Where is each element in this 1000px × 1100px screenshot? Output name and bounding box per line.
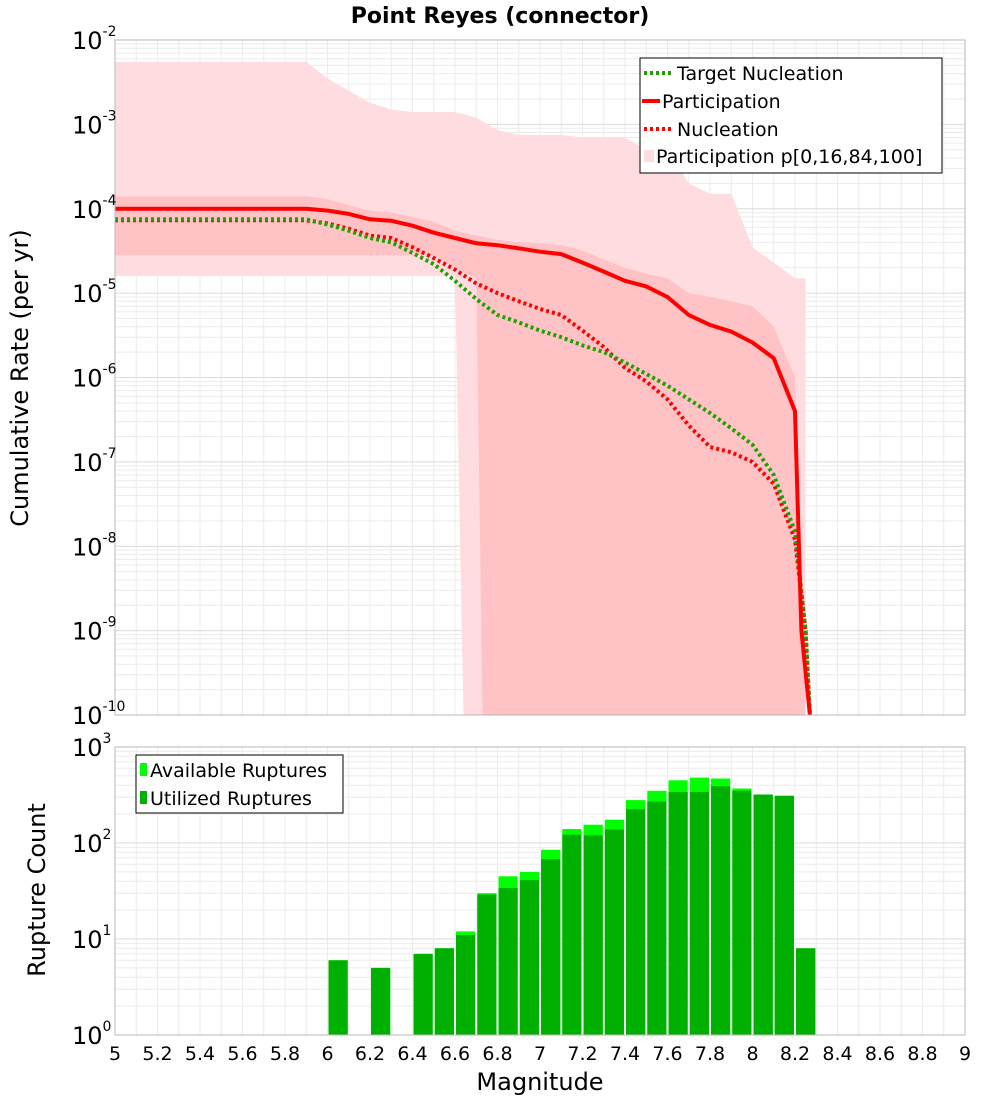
utilized-bar [668, 792, 688, 1035]
top-y-tick-label: 10-5 [72, 277, 117, 308]
top-y-tick-label: 10-4 [72, 193, 117, 224]
top-y-tick-label: 10-9 [72, 615, 117, 646]
top-y-tick-label: 10-3 [72, 108, 117, 139]
x-tick-label: 5.8 [270, 1043, 300, 1065]
x-tick-label: 7.4 [610, 1043, 640, 1065]
utilized-bar [732, 790, 752, 1035]
utilized-bar [753, 794, 773, 1035]
x-tick-label: 6.6 [440, 1043, 470, 1065]
utilized-bar [604, 829, 624, 1035]
x-tick-label: 8 [746, 1043, 758, 1065]
x-tick-label: 9 [959, 1043, 971, 1065]
top-legend: Target Nucleation Participation Nucleati… [639, 57, 943, 174]
utilized-bar [434, 948, 454, 1035]
x-tick-label: 6.2 [355, 1043, 385, 1065]
rupture-count-panel: 103 102 101 100 5 5.2 5.4 5.6 5.8 6 6.2 6.4 6.6 6.8 7… [23, 731, 971, 1096]
top-y-tick-label: 10-6 [72, 362, 117, 393]
participation-line [115, 206, 812, 716]
bottom-y-tick-label: 102 [72, 827, 111, 858]
utilized-bar [647, 801, 667, 1035]
bottom-y-tick-label: 100 [72, 1019, 111, 1050]
utilized-bar [562, 834, 582, 1035]
x-tick-label: 8.2 [780, 1043, 810, 1065]
utilized-bar [774, 795, 794, 1035]
utilized-bar [328, 960, 348, 1035]
target-nucleation-line [115, 217, 812, 716]
bottom-legend: Available Ruptures Utilized Ruptures [135, 754, 344, 814]
chart-title: Point Reyes (connector) [351, 4, 650, 29]
utilized-bar [711, 786, 731, 1035]
bottom-y-axis-label: Rupture Count [23, 803, 51, 977]
top-y-axis-label: Cumulative Rate (per yr) [6, 229, 34, 527]
utilized-bar [541, 859, 561, 1035]
x-tick-label: 5.2 [142, 1043, 172, 1065]
bottom-y-tick-label: 101 [72, 923, 111, 954]
top-y-tick-label: 10-10 [72, 699, 125, 730]
utilized-bar [371, 967, 391, 1035]
top-y-tick-label: 10-7 [72, 446, 117, 477]
cumulative-rate-panel: 10-2 10-3 10-4 10-5 10-6 10-7 10-8 10-9 10-10 Cu… [6, 24, 966, 730]
top-y-tick-label: 10-2 [72, 24, 117, 55]
x-tick-label: 5 [109, 1043, 121, 1065]
top-plot-frame [114, 39, 966, 716]
utilized-bar [477, 894, 497, 1035]
utilized-bar [583, 835, 603, 1035]
legend-swatch-band [644, 150, 654, 162]
bottom-y-tick-labels: 103 102 101 100 [72, 731, 111, 1050]
x-tick-label: 5.6 [227, 1043, 257, 1065]
utilized-bar [498, 888, 518, 1035]
x-tick-label: 7.6 [652, 1043, 682, 1065]
participation-bands [115, 61, 806, 715]
x-tick-labels: 5 5.2 5.4 5.6 5.8 6 6.2 6.4 6.6 6.8 7 7.2 7.4 7.6 7.8 8… [109, 1043, 971, 1065]
band-p16-p84 [115, 196, 806, 715]
utilized-bar [413, 953, 433, 1035]
x-tick-label: 7.8 [695, 1043, 725, 1065]
x-tick-label: 8.4 [822, 1043, 852, 1065]
legend-participation-band: Participation p[0,16,84,100] [656, 146, 922, 168]
legend-utilized-ruptures: Utilized Ruptures [150, 788, 312, 810]
top-y-tick-labels: 10-2 10-3 10-4 10-5 10-6 10-7 10-8 10-9 10-10 [72, 24, 125, 730]
x-tick-label: 7 [534, 1043, 546, 1065]
rate-lines [115, 206, 812, 716]
utilized-bar [519, 880, 540, 1035]
utilized-bar [626, 809, 646, 1035]
legend-available-ruptures: Available Ruptures [150, 760, 327, 782]
bottom-plot-frame [114, 746, 966, 1036]
x-tick-label: 5.4 [185, 1043, 215, 1065]
utilized-bar [796, 948, 816, 1035]
nucleation-line [115, 218, 812, 716]
utilized-bar [689, 792, 710, 1035]
utilized-bar [456, 935, 476, 1035]
legend-swatch-available [140, 763, 147, 776]
legend-swatch-utilized [140, 791, 147, 804]
top-y-tick-label: 10-8 [72, 530, 117, 561]
x-tick-label: 8.8 [907, 1043, 937, 1065]
legend-participation: Participation [662, 91, 781, 113]
legend-target-nucleation: Target Nucleation [676, 63, 844, 85]
x-tick-label: 6.8 [482, 1043, 512, 1065]
x-tick-label: 8.6 [865, 1043, 895, 1065]
x-tick-label: 7.2 [567, 1043, 597, 1065]
x-tick-label: 6.4 [397, 1043, 427, 1065]
rupture-bars [328, 777, 816, 1035]
bottom-y-tick-label: 103 [72, 731, 111, 762]
x-axis-label: Magnitude [476, 1068, 603, 1096]
x-tick-label: 6 [321, 1043, 333, 1065]
legend-nucleation: Nucleation [677, 119, 779, 141]
